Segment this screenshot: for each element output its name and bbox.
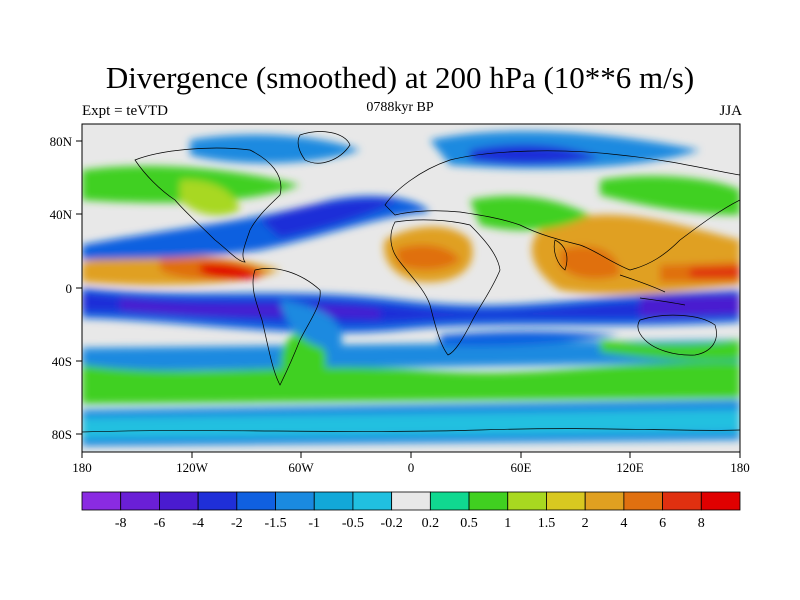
colorbar-swatch [313,491,354,511]
colorbar-swatch [662,491,702,511]
colorbar-label: -6 [154,516,166,531]
colorbar-swatch [429,491,470,511]
colorbar-swatch [391,491,431,511]
time-label: 0788kyr BP [366,100,434,115]
colorbar-swatch [159,491,199,511]
lat-label-80s: 80S [52,427,72,442]
colorbar-label: 1 [504,516,511,531]
colorbar-swatch [197,491,238,511]
colorbar-swatch [623,491,663,511]
axis-ticks [76,140,741,458]
colorbar-label: -1.5 [264,516,286,531]
lon-label-180w: 180 [72,460,92,475]
colorbar-swatch [507,491,547,511]
colorbar-label: 8 [698,516,705,531]
lon-label-120w: 120W [176,460,209,475]
coastlines [82,131,740,433]
lon-label-60w: 60W [288,460,314,475]
lat-label-80n: 80N [50,134,73,149]
colorbar-swatch [275,491,315,511]
experiment-label: Expt = teVTD [82,103,168,119]
lon-label-60e: 60E [511,460,532,475]
lon-label-120e: 120E [616,460,644,475]
colorbar: -8 -6 -4 -2 -1.5 -1 -0.5 -0.2 0.2 0.5 1 1.5 2 4 6 8 [81,491,741,531]
colorbar-swatch [352,491,393,511]
colorbar-label: 1.5 [538,516,556,531]
colorbar-swatch [81,491,122,511]
colorbar-label: 4 [620,516,627,531]
colorbar-label: -4 [192,516,204,531]
season-label: JJA [719,103,742,119]
plot-title: Divergence (smoothed) at 200 hPa (10**6 … [105,60,695,95]
colorbar-swatch [584,491,625,511]
colorbar-swatch [236,491,276,511]
lat-label-40n: 40N [50,207,73,222]
colorbar-label: -0.5 [342,516,364,531]
divergence-field [82,124,740,452]
colorbar-label: -8 [115,516,127,531]
colorbar-swatch [700,491,741,511]
colorbar-label: 6 [659,516,666,531]
colorbar-swatch [546,491,586,511]
lon-label-0: 0 [408,460,415,475]
colorbar-label: -1 [308,516,320,531]
colorbar-label: 0.5 [460,516,478,531]
colorbar-swatch [120,491,160,511]
lat-label-40s: 40S [52,354,72,369]
colorbar-label: -2 [231,516,243,531]
lon-label-180e: 180 [730,460,750,475]
lat-label-0: 0 [66,281,73,296]
colorbar-label: -0.2 [381,516,403,531]
colorbar-label: 0.2 [422,516,440,531]
colorbar-swatch [468,491,509,511]
colorbar-label: 2 [582,516,589,531]
